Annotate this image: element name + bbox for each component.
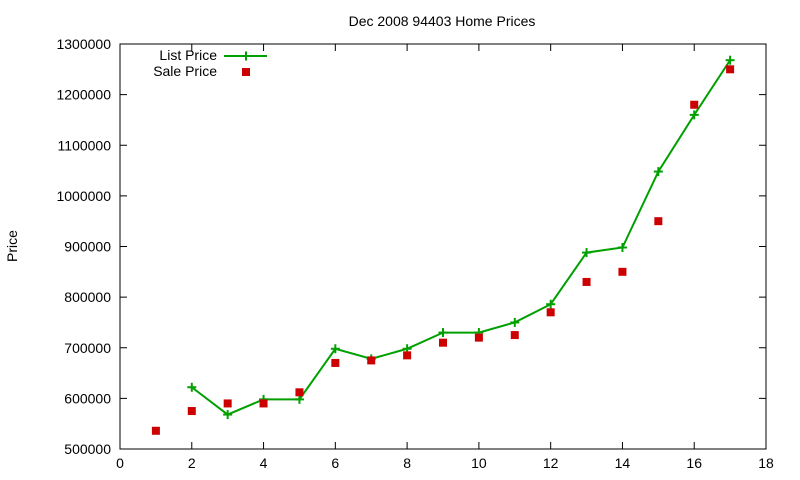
- x-tick-label: 0: [116, 455, 124, 471]
- legend-marker-list-price: [241, 51, 251, 61]
- list-price-point: [510, 317, 520, 327]
- x-tick-label: 12: [543, 455, 559, 471]
- x-tick-label: 2: [188, 455, 196, 471]
- legend-label-list-price: List Price: [159, 47, 217, 63]
- list-price-point: [223, 410, 233, 420]
- list-price-point: [582, 248, 592, 258]
- list-price-point: [689, 110, 699, 120]
- y-axis-label: Price: [4, 230, 20, 262]
- sale-price-point: [151, 426, 160, 435]
- y-tick-label: 1300000: [56, 36, 111, 52]
- x-tick-label: 10: [471, 455, 487, 471]
- sale-price-point: [690, 100, 699, 109]
- sale-price-point: [295, 388, 304, 397]
- sale-price-point: [259, 399, 268, 408]
- axis-ticks: 0 2 4 6 8 10 12 14 16 18 500000 600000 700000 800000 9…: [56, 36, 774, 471]
- y-tick-label: 1200000: [56, 87, 111, 103]
- list-price-point: [617, 243, 627, 253]
- legend-marker-sale-price: [242, 68, 250, 76]
- sale-price-point: [367, 356, 376, 365]
- y-tick-label: 700000: [64, 340, 111, 356]
- y-tick-label: 600000: [64, 390, 111, 406]
- x-tick-label: 14: [615, 455, 631, 471]
- y-tick-label: 1000000: [56, 188, 111, 204]
- list-price-point: [653, 167, 663, 177]
- list-price-line: [191, 59, 731, 416]
- chart-title: Dec 2008 94403 Home Prices: [349, 13, 536, 29]
- x-tick-label: 8: [403, 455, 411, 471]
- y-tick-label: 1100000: [58, 137, 112, 153]
- plot-series: [151, 55, 735, 435]
- y-tick-label: 800000: [64, 289, 111, 305]
- sale-price-point: [654, 217, 663, 226]
- x-tick-label: 6: [331, 455, 339, 471]
- sale-price-point: [618, 267, 627, 276]
- legend-label-sale-price: Sale Price: [153, 63, 217, 79]
- sale-price-point: [474, 333, 483, 342]
- sale-price-point: [187, 407, 196, 416]
- list-price-point: [330, 344, 340, 354]
- x-tick-label: 18: [758, 455, 774, 471]
- x-tick-label: 16: [686, 455, 702, 471]
- list-price-point: [187, 382, 197, 392]
- y-tick-label: 500000: [64, 441, 111, 457]
- sale-price-point: [223, 399, 232, 408]
- list-price-point: [294, 394, 304, 404]
- sale-price-point: [546, 308, 555, 317]
- sale-price-point: [403, 351, 412, 360]
- x-tick-label: 4: [260, 455, 268, 471]
- sale-price-point: [726, 65, 735, 74]
- sale-price-point: [510, 331, 519, 340]
- y-tick-label: 900000: [64, 239, 111, 255]
- sale-price-point: [331, 358, 340, 367]
- list-price-point: [725, 55, 735, 65]
- sale-price-point: [439, 338, 447, 347]
- list-price-point: [438, 328, 448, 338]
- sale-price-point: [582, 277, 591, 286]
- list-price-point: [546, 299, 556, 309]
